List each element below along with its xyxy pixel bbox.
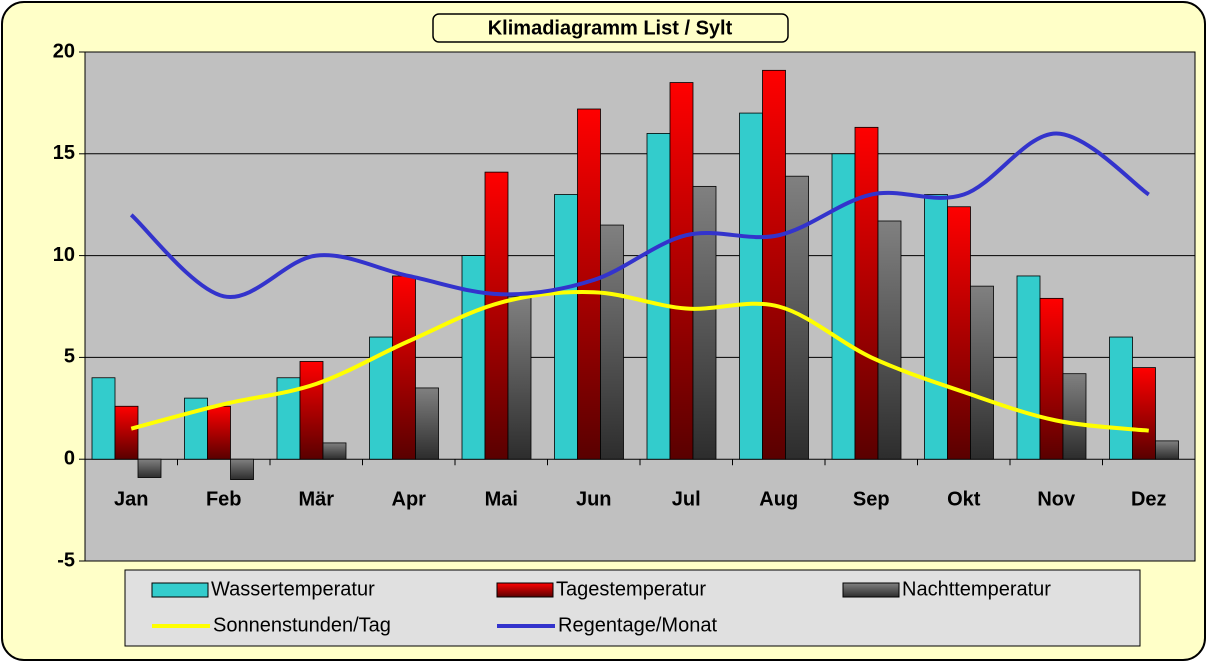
x-tick-label: Sep (853, 488, 890, 510)
bar-shade (138, 459, 161, 478)
bar-shade (230, 459, 254, 480)
x-tick-label: Mär (298, 488, 334, 510)
bar-shade (670, 82, 693, 460)
legend-swatch-shade (497, 583, 553, 597)
line (130, 290, 1149, 433)
bar-shade (785, 176, 809, 460)
bar-shade (947, 206, 971, 460)
bar-shade (508, 296, 531, 460)
x-tick-label: Dez (1131, 488, 1167, 510)
bar-shade (924, 194, 948, 460)
bar-shade (392, 275, 416, 460)
legend-label: Wassertemperatur (211, 578, 375, 600)
bar-shade (300, 361, 323, 460)
bar-shade (739, 113, 763, 460)
bar-shade (1063, 373, 1086, 460)
y-tick-label: 0 (64, 447, 75, 469)
bar-shade (207, 406, 231, 460)
bar-shade (277, 377, 300, 460)
bar-shade (92, 377, 115, 460)
legend-swatch-shade (843, 583, 899, 597)
bar-shade (369, 337, 393, 460)
legend-label: Sonnenstunden/Tag (213, 614, 391, 636)
x-tick-label: Okt (947, 488, 981, 510)
legend-box (124, 569, 1141, 647)
bar-shade (832, 153, 855, 460)
y-tick-label: 10 (53, 244, 75, 266)
bar-shade (1109, 337, 1133, 460)
x-tick-label: Jul (672, 488, 701, 510)
bar-shade (855, 127, 878, 460)
y-tick-label: 15 (53, 142, 75, 164)
legend-label: Regentage/Monat (558, 614, 717, 636)
x-tick-label: Apr (392, 488, 427, 510)
bar-shade (762, 70, 786, 460)
bar-shade (1040, 298, 1063, 460)
legend-label: Nachttemperatur (902, 578, 1051, 600)
legend-label: Tagestemperatur (556, 578, 706, 600)
x-tick-label: Nov (1037, 488, 1076, 510)
x-tick-label: Jan (114, 488, 148, 510)
bar-shade (970, 286, 994, 460)
bar-shade (415, 387, 439, 460)
x-tick-label: Mai (485, 488, 518, 510)
bar-shade (600, 225, 624, 460)
y-tick-label: 20 (53, 40, 75, 62)
bar-shade (1132, 367, 1156, 460)
bar-shade (647, 133, 670, 460)
x-tick-label: Feb (206, 488, 242, 510)
x-tick-label: Jun (576, 488, 612, 510)
bar-shade (323, 442, 346, 460)
chart-title: Klimadiagramm List / Sylt (488, 17, 733, 39)
line (129, 131, 1150, 299)
bar-shade (115, 406, 138, 460)
bar-shade (693, 186, 716, 460)
bar-shade (554, 194, 578, 460)
bar-shade (485, 172, 508, 460)
title-box (432, 13, 789, 43)
plot-area (84, 51, 1196, 562)
bar-shade (1155, 440, 1179, 460)
y-tick-label: 5 (64, 346, 75, 368)
bar-shade (577, 109, 601, 460)
x-tick-label: Aug (759, 488, 798, 510)
bar-shade (878, 220, 901, 460)
y-tick-label: -5 (57, 549, 75, 571)
legend-swatch-shade (152, 583, 208, 597)
bar-shade (462, 255, 485, 460)
bar-shade (1017, 275, 1040, 460)
